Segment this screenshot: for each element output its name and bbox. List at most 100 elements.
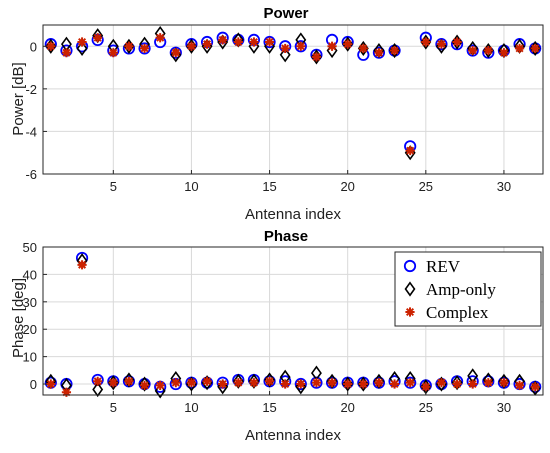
legend-label-amp-only: Amp-only — [426, 280, 496, 299]
phase-point-complex — [358, 379, 368, 389]
power-point-complex — [249, 37, 259, 47]
power-point-complex — [124, 41, 134, 51]
phase-point-complex — [61, 387, 72, 397]
power-point-complex — [93, 33, 103, 43]
phase-x-axis-label: Antenna index — [245, 427, 341, 444]
phase-point-complex — [389, 379, 400, 389]
power-point-complex — [296, 41, 306, 51]
power-x-tick-label: 25 — [419, 179, 433, 194]
power-point-complex — [186, 41, 197, 51]
power-axes-frame — [42, 24, 544, 175]
power-point-complex — [202, 39, 212, 49]
power-point-complex — [405, 145, 415, 156]
phase-point-complex — [171, 378, 181, 388]
power-point-complex — [358, 43, 368, 54]
phase-x-tick-label: 15 — [262, 400, 276, 415]
power-point-complex — [389, 45, 400, 56]
power-point-complex — [452, 37, 462, 47]
power-series-rev — [44, 31, 542, 153]
phase-y-tick-label: 50 — [23, 240, 37, 255]
phase-x-tick-label: 30 — [497, 400, 511, 415]
power-title: Power — [263, 5, 308, 22]
phase-x-tick-label: 20 — [340, 400, 354, 415]
power-point-rev — [294, 40, 307, 53]
power-point-complex — [108, 48, 118, 58]
phase-point-amp-only — [92, 381, 104, 398]
phase-point-complex — [108, 378, 118, 388]
phase-x-tick-label: 10 — [184, 400, 198, 415]
power-point-complex — [218, 35, 228, 45]
phase-y-tick-label: 20 — [23, 322, 37, 337]
power-point-complex — [374, 48, 384, 58]
power-y-tick-label: -6 — [25, 167, 37, 182]
phase-point-complex — [46, 379, 56, 389]
phase-point-complex — [374, 378, 384, 388]
power-point-complex — [61, 48, 72, 58]
power-series-amp-only — [45, 25, 541, 161]
power-x-tick-label: 5 — [110, 179, 117, 194]
phase-point-rev — [310, 376, 323, 389]
legend-label-complex: Complex — [426, 303, 489, 322]
legend-marker-amp-only — [404, 281, 416, 297]
power-point-amp-only — [279, 47, 291, 63]
phase-axes-frame — [42, 246, 544, 396]
phase-x-tick-label: 25 — [419, 400, 433, 415]
phase-point-complex — [139, 380, 150, 391]
phase-point-complex — [124, 376, 134, 386]
power-point-complex — [468, 45, 478, 56]
power-point-complex — [233, 37, 243, 47]
power-y-tick-label: -2 — [25, 82, 37, 97]
phase-point-complex — [202, 376, 212, 386]
phase-point-complex — [186, 378, 197, 388]
phase-point-complex — [405, 378, 415, 388]
phase-point-complex — [421, 382, 431, 392]
power-point-complex — [436, 39, 447, 49]
phase-y-tick-label: 10 — [23, 350, 37, 365]
power-point-complex — [311, 52, 322, 62]
legend-label-rev: REV — [426, 257, 461, 276]
phase-y-tick-label: 30 — [23, 295, 37, 310]
power-point-complex — [171, 48, 181, 58]
power-point-amp-only — [76, 40, 88, 56]
power-point-complex — [264, 37, 275, 47]
power-point-complex — [155, 33, 165, 43]
phase-point-complex — [514, 380, 525, 391]
phase-point-complex — [452, 379, 462, 389]
phase-point-complex — [327, 378, 337, 388]
phase-point-complex — [249, 378, 259, 388]
power-point-complex — [280, 43, 290, 54]
phase-x-tick-label: 5 — [110, 400, 117, 415]
legend-marker-complex — [405, 307, 415, 317]
phase-point-complex — [436, 378, 447, 388]
power-point-complex — [483, 45, 493, 56]
power-x-tick-label: 30 — [497, 179, 511, 194]
phase-point-complex — [499, 378, 509, 388]
phase-point-complex — [296, 379, 306, 389]
power-series-complex — [46, 33, 540, 156]
power-point-complex — [499, 48, 509, 58]
phase-y-tick-label: 40 — [23, 267, 37, 282]
power-x-tick-label: 15 — [262, 179, 276, 194]
phase-point-rev — [404, 376, 417, 389]
power-x-tick-label: 20 — [340, 179, 354, 194]
legend-box — [394, 251, 542, 327]
power-point-complex — [46, 41, 56, 51]
phase-point-complex — [483, 378, 493, 388]
power-point-rev — [263, 35, 276, 49]
phase-point-complex — [218, 379, 228, 389]
phase-series-complex — [46, 260, 540, 397]
phase-point-complex — [155, 380, 165, 391]
power-y-axis-label: Power [dB] — [10, 62, 27, 135]
power-point-complex — [327, 41, 337, 51]
phase-point-rev — [294, 377, 307, 391]
phase-point-complex — [468, 379, 478, 389]
power-y-tick-label: -4 — [25, 124, 37, 139]
legend-item-amp-only: Amp-only — [404, 280, 496, 299]
phase-y-tick-label: 0 — [30, 377, 37, 392]
power-point-rev — [138, 42, 151, 55]
legend: REV Amp-only Complex — [394, 251, 542, 327]
power-panel: Power 5 10 15 20 25 30 -6 -4 -2 0 Antenna index P… — [10, 5, 544, 223]
phase-y-axis-label: Phase [deg] — [10, 278, 27, 358]
legend-item-rev: REV — [403, 257, 461, 276]
power-point-complex — [77, 37, 87, 47]
